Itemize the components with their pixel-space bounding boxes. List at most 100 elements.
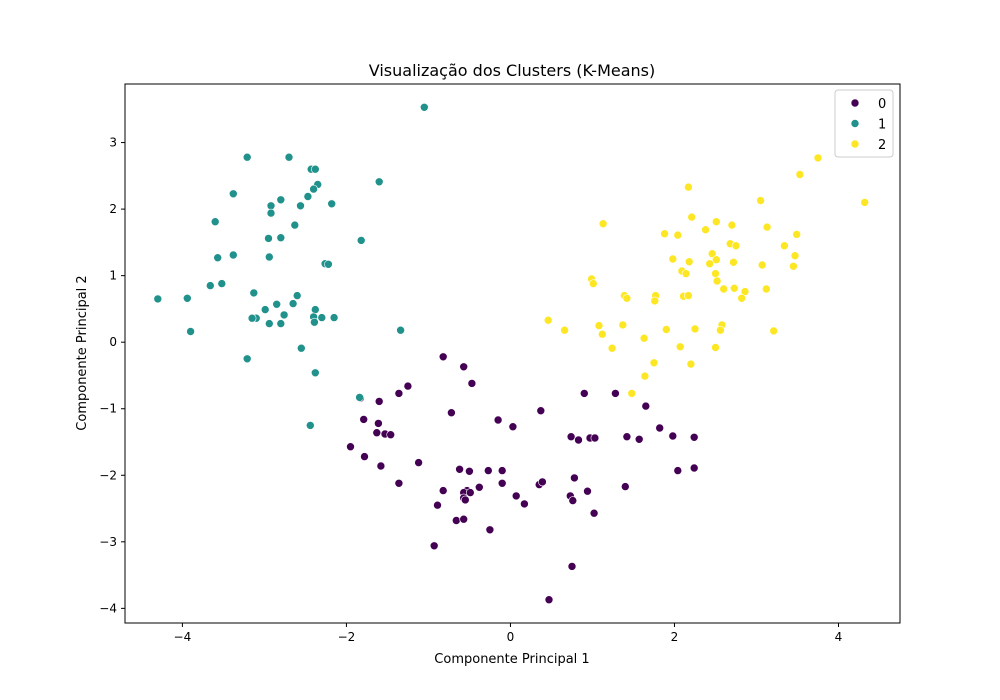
- cluster-2-point: [795, 170, 805, 179]
- x-tick-label: 2: [671, 630, 679, 644]
- legend-box: [834, 89, 894, 158]
- cluster-0-point: [536, 406, 546, 416]
- cluster-2-point: [711, 269, 720, 278]
- cluster-2-point: [789, 261, 798, 271]
- cluster-2-point: [618, 320, 628, 330]
- cluster-2-point: [711, 217, 721, 226]
- x-tick-label: 0: [507, 630, 515, 644]
- cluster-2-point: [719, 284, 729, 294]
- cluster-2-point: [769, 326, 779, 336]
- cluster-0-point: [641, 401, 651, 411]
- cluster-2-point: [668, 254, 678, 264]
- cluster-0-point: [508, 422, 518, 432]
- cluster-1-point: [272, 299, 282, 309]
- cluster-2-point: [598, 219, 608, 228]
- x-tick-label: −4: [174, 630, 192, 644]
- cluster-2-point: [661, 325, 671, 334]
- cluster-1-point: [284, 152, 294, 162]
- x-axis-label: Componente Principal 1: [434, 652, 589, 667]
- x-tick-label: −2: [338, 630, 356, 644]
- cluster-2-point: [588, 279, 598, 288]
- cluster-0-point: [589, 508, 599, 518]
- cluster-1-point: [266, 208, 276, 218]
- cluster-0-point: [474, 482, 484, 492]
- cluster-2-point: [597, 329, 607, 339]
- cluster-0-point: [567, 562, 577, 571]
- cluster-1-point: [264, 234, 273, 243]
- cluster-1-point: [292, 291, 302, 300]
- cluster-0-point: [689, 432, 699, 442]
- cluster-1-point: [247, 313, 257, 323]
- cluster-1-point: [296, 343, 306, 353]
- cluster-0-point: [460, 495, 470, 505]
- cluster-1-point: [356, 236, 366, 245]
- cluster-2-point: [731, 241, 741, 250]
- cluster-2-point: [716, 325, 725, 335]
- cluster-0-point: [394, 478, 404, 488]
- cluster-0-point: [414, 458, 423, 467]
- cluster-2-point: [640, 371, 650, 381]
- cluster-2-point: [684, 182, 693, 192]
- cluster-1-point: [229, 250, 238, 260]
- cluster-0-point: [568, 496, 578, 505]
- cluster-0-point: [583, 486, 592, 496]
- cluster-2-point: [727, 220, 737, 230]
- legend-marker: [850, 119, 860, 128]
- x-axis-ticks: −4 −2 0 2 4: [174, 623, 842, 644]
- cluster-0-point: [376, 461, 386, 471]
- y-tick-label: 2: [109, 202, 117, 216]
- cluster-2-point: [649, 358, 659, 368]
- cluster-0-point: [346, 442, 355, 452]
- cluster-0-point: [429, 541, 439, 551]
- y-axis-label: Componente Principal 2: [75, 275, 90, 430]
- cluster-2-point: [594, 321, 604, 330]
- cluster-1-point: [229, 189, 238, 199]
- cluster-2-point: [711, 343, 720, 352]
- cluster-2-point: [762, 222, 772, 232]
- y-tick-label: 1: [109, 269, 117, 283]
- cluster-1-point: [186, 327, 195, 336]
- cluster-1-point: [327, 199, 337, 209]
- cluster-2-point: [780, 241, 789, 250]
- cluster-1-point: [276, 233, 286, 242]
- cluster-2-point: [627, 389, 637, 398]
- cluster-0-point: [622, 432, 632, 442]
- cluster-2-point: [757, 260, 767, 270]
- points-layer: [153, 103, 870, 605]
- cluster-1-point: [288, 299, 298, 308]
- cluster-1-point: [310, 368, 320, 378]
- cluster-0-point: [447, 408, 456, 418]
- cluster-1-point: [303, 192, 313, 201]
- legend: 0 1 2: [834, 89, 894, 158]
- cluster-1-point: [419, 103, 429, 112]
- y-tick-label: −4: [99, 601, 117, 615]
- cluster-0-point: [544, 595, 554, 605]
- cluster-2-point: [687, 212, 697, 222]
- cluster-0-point: [493, 415, 503, 425]
- cluster-0-point: [438, 486, 448, 495]
- cluster-0-point: [668, 431, 678, 441]
- cluster-0-point: [455, 464, 464, 474]
- y-tick-label: −3: [99, 535, 117, 549]
- cluster-2-point: [650, 296, 660, 306]
- cluster-0-point: [574, 435, 583, 445]
- cluster-2-point: [729, 257, 738, 267]
- cluster-2-point: [543, 315, 553, 325]
- cluster-0-point: [566, 432, 576, 442]
- cluster-1-point: [260, 305, 270, 314]
- cluster-0-point: [372, 428, 382, 438]
- cluster-2-point: [690, 324, 700, 334]
- cluster-1-point: [276, 319, 286, 328]
- cluster-0-point: [579, 389, 589, 398]
- y-tick-label: −2: [99, 468, 117, 482]
- cluster-0-point: [570, 473, 579, 483]
- cluster-1-point: [296, 201, 305, 211]
- cluster-0-point: [360, 452, 369, 461]
- cluster-0-point: [655, 423, 665, 433]
- cluster-2-point: [684, 291, 693, 300]
- cluster-2-point: [761, 284, 771, 294]
- y-tick-label: −1: [99, 402, 117, 416]
- cluster-1-point: [206, 281, 215, 290]
- cluster-0-point: [611, 389, 620, 398]
